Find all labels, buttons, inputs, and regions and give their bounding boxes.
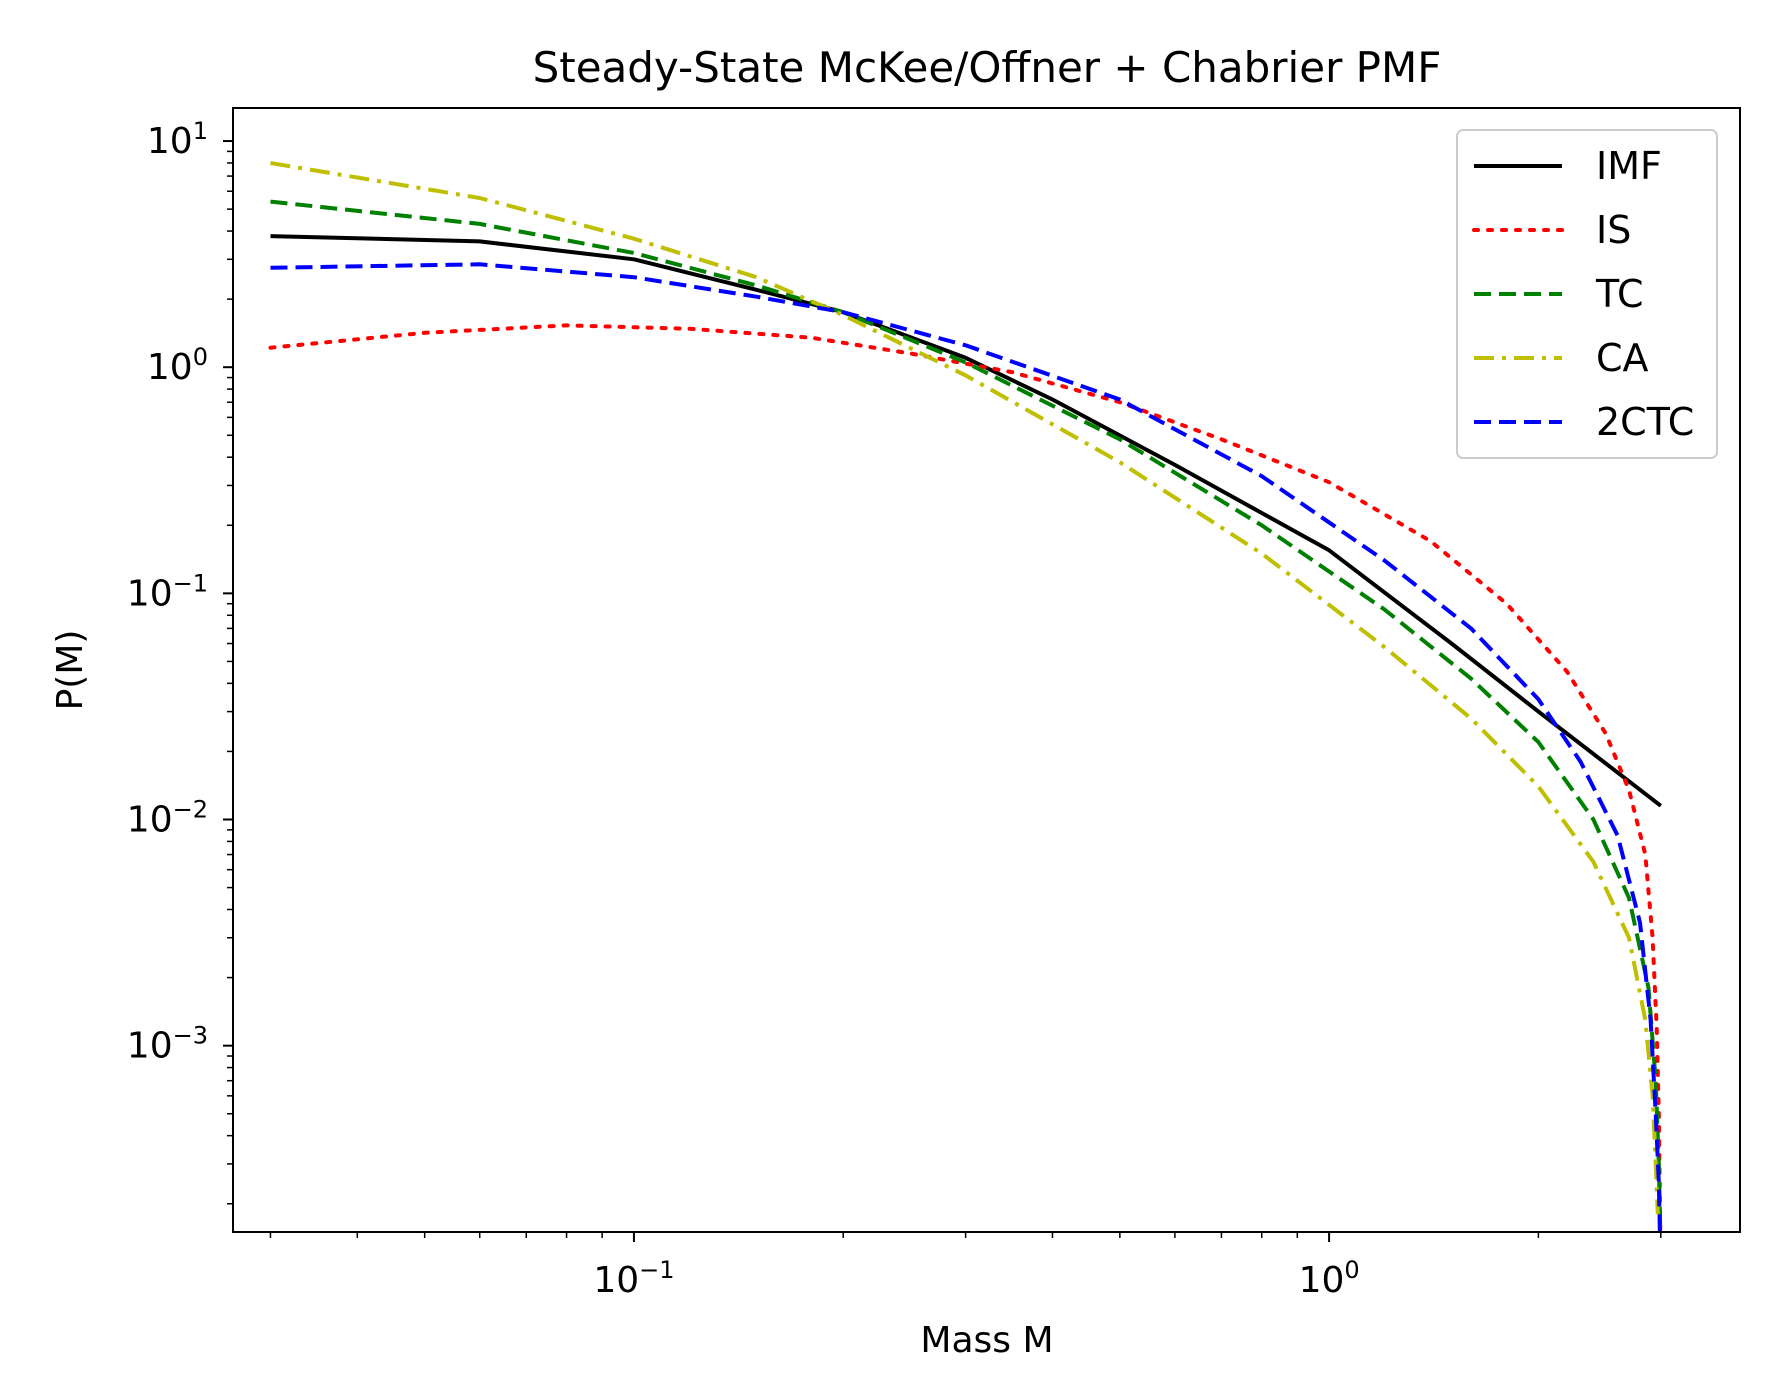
legend: IMF IS TC CA 2CTC xyxy=(1456,129,1718,459)
y-tick-label: 101 xyxy=(147,117,208,162)
series-is-line xyxy=(268,323,1663,1232)
y-axis-label: P(M) xyxy=(50,630,91,711)
legend-label-2ctc: 2CTC xyxy=(1596,400,1694,444)
series-imf-line xyxy=(270,234,1663,808)
legend-box xyxy=(1456,129,1718,459)
x-tick-label: 100 xyxy=(1299,1256,1360,1301)
x-axis-label: Mass M xyxy=(920,1320,1053,1361)
series-layer xyxy=(268,161,1663,1232)
series-ca-line xyxy=(270,161,1660,1215)
series-2ctc-line xyxy=(270,262,1662,1232)
y-tick-label: 100 xyxy=(147,343,208,388)
legend-label-is: IS xyxy=(1596,208,1631,252)
legend-label-tc: TC xyxy=(1595,272,1644,316)
y-axis: 101 100 10−1 10−2 10−3 xyxy=(127,117,233,1205)
legend-label-imf: IMF xyxy=(1596,144,1662,188)
x-tick-label: 10−1 xyxy=(593,1256,674,1301)
y-tick-label: 10−1 xyxy=(127,569,208,614)
x-axis: 10−1 100 xyxy=(269,1232,1662,1301)
y-tick-label: 10−2 xyxy=(127,796,208,841)
legend-label-ca: CA xyxy=(1596,336,1649,380)
plot-frame xyxy=(232,107,1741,1233)
chart-title: Steady-State McKee/Offner + Chabrier PMF xyxy=(533,43,1442,92)
y-tick-label: 10−3 xyxy=(127,1022,208,1067)
